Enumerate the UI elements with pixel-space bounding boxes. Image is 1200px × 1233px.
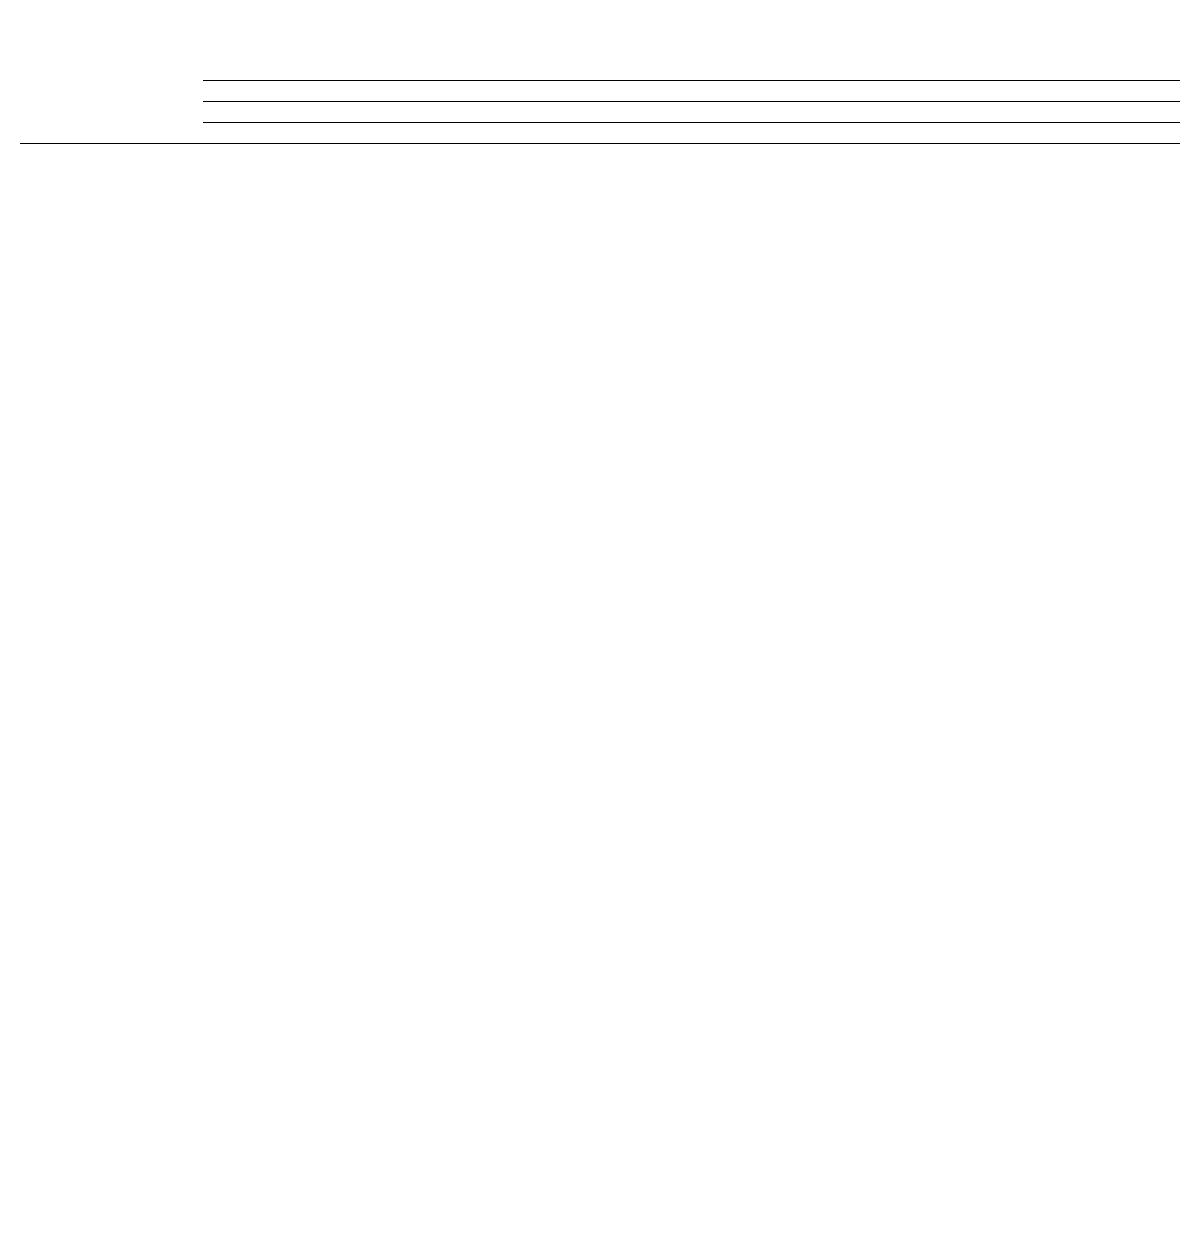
table-col-header xyxy=(692,123,814,144)
table-col-header xyxy=(1058,123,1180,144)
table-col-header xyxy=(20,123,203,144)
table-col-header xyxy=(814,123,936,144)
table-group-header xyxy=(203,81,691,102)
table-col-header xyxy=(569,123,691,144)
table-sub-header xyxy=(447,102,691,123)
table-col-header xyxy=(447,123,569,144)
table-col-header xyxy=(936,123,1058,144)
stats-table xyxy=(20,80,1180,144)
table-sub-header xyxy=(936,102,1180,123)
table-sub-header xyxy=(692,102,936,123)
table-col-header xyxy=(203,123,325,144)
table-group-header xyxy=(692,81,1180,102)
table-sub-header xyxy=(203,102,447,123)
table-col-header xyxy=(325,123,447,144)
